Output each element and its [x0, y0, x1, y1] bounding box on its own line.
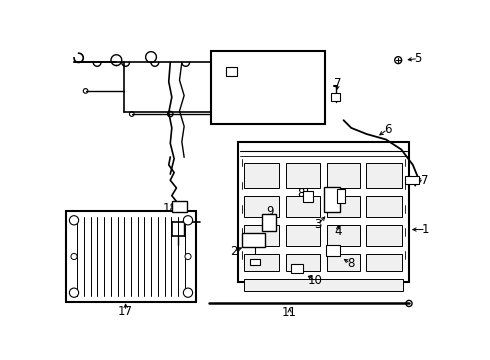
Text: 1: 1	[422, 223, 430, 236]
Bar	[244, 195, 279, 217]
Text: 8: 8	[347, 257, 354, 270]
Circle shape	[406, 300, 412, 306]
Bar	[249, 259, 260, 265]
Bar	[172, 201, 187, 212]
Bar	[66, 211, 196, 302]
Circle shape	[70, 288, 78, 297]
Bar	[366, 254, 402, 271]
Text: 10: 10	[308, 274, 322, 287]
Circle shape	[70, 216, 78, 225]
Bar	[262, 214, 276, 231]
Bar	[244, 225, 279, 247]
Bar	[327, 225, 360, 247]
Circle shape	[230, 71, 235, 76]
Circle shape	[306, 63, 312, 69]
Circle shape	[168, 111, 173, 117]
Bar	[286, 225, 320, 247]
Circle shape	[185, 253, 191, 260]
Bar	[326, 245, 340, 256]
Circle shape	[183, 288, 193, 297]
Text: 8: 8	[297, 187, 305, 200]
Circle shape	[129, 112, 134, 116]
Bar	[327, 254, 360, 271]
Text: 12: 12	[214, 77, 229, 90]
Bar	[324, 187, 340, 212]
Bar	[286, 195, 320, 217]
Text: 18: 18	[163, 202, 178, 215]
Text: 5: 5	[415, 52, 422, 65]
Text: 7: 7	[334, 77, 342, 90]
Bar	[327, 195, 360, 217]
Circle shape	[274, 93, 279, 98]
Bar	[244, 254, 279, 271]
Bar	[291, 264, 303, 274]
Bar	[242, 233, 265, 247]
Bar	[366, 225, 402, 247]
Bar	[366, 163, 402, 188]
Circle shape	[71, 253, 77, 260]
Text: 17: 17	[118, 305, 133, 318]
Bar	[244, 279, 403, 291]
Bar	[366, 195, 402, 217]
Circle shape	[83, 89, 88, 93]
Text: 13: 13	[231, 100, 245, 113]
Bar	[303, 191, 314, 202]
Bar	[244, 163, 279, 188]
Circle shape	[294, 63, 300, 69]
Text: 11: 11	[282, 306, 297, 319]
Circle shape	[328, 197, 336, 204]
Circle shape	[272, 104, 278, 109]
Text: 7: 7	[420, 174, 428, 187]
Bar	[238, 142, 409, 282]
Circle shape	[235, 93, 241, 98]
Text: 4: 4	[334, 225, 342, 238]
Text: 2: 2	[230, 244, 237, 258]
Bar	[286, 254, 320, 271]
Bar	[337, 189, 345, 203]
Circle shape	[304, 193, 311, 199]
Bar	[211, 51, 325, 124]
Text: 15: 15	[305, 66, 320, 79]
Circle shape	[395, 57, 402, 64]
Bar	[286, 163, 320, 188]
Circle shape	[183, 216, 193, 225]
Text: 3: 3	[315, 218, 322, 231]
Text: 14: 14	[240, 77, 255, 90]
Bar	[226, 67, 237, 76]
Bar	[327, 163, 360, 188]
Text: 9: 9	[267, 204, 274, 217]
Circle shape	[330, 247, 337, 253]
Text: 16: 16	[288, 102, 302, 114]
Text: 6: 6	[384, 123, 391, 136]
Bar	[331, 93, 341, 101]
Bar	[405, 176, 419, 184]
